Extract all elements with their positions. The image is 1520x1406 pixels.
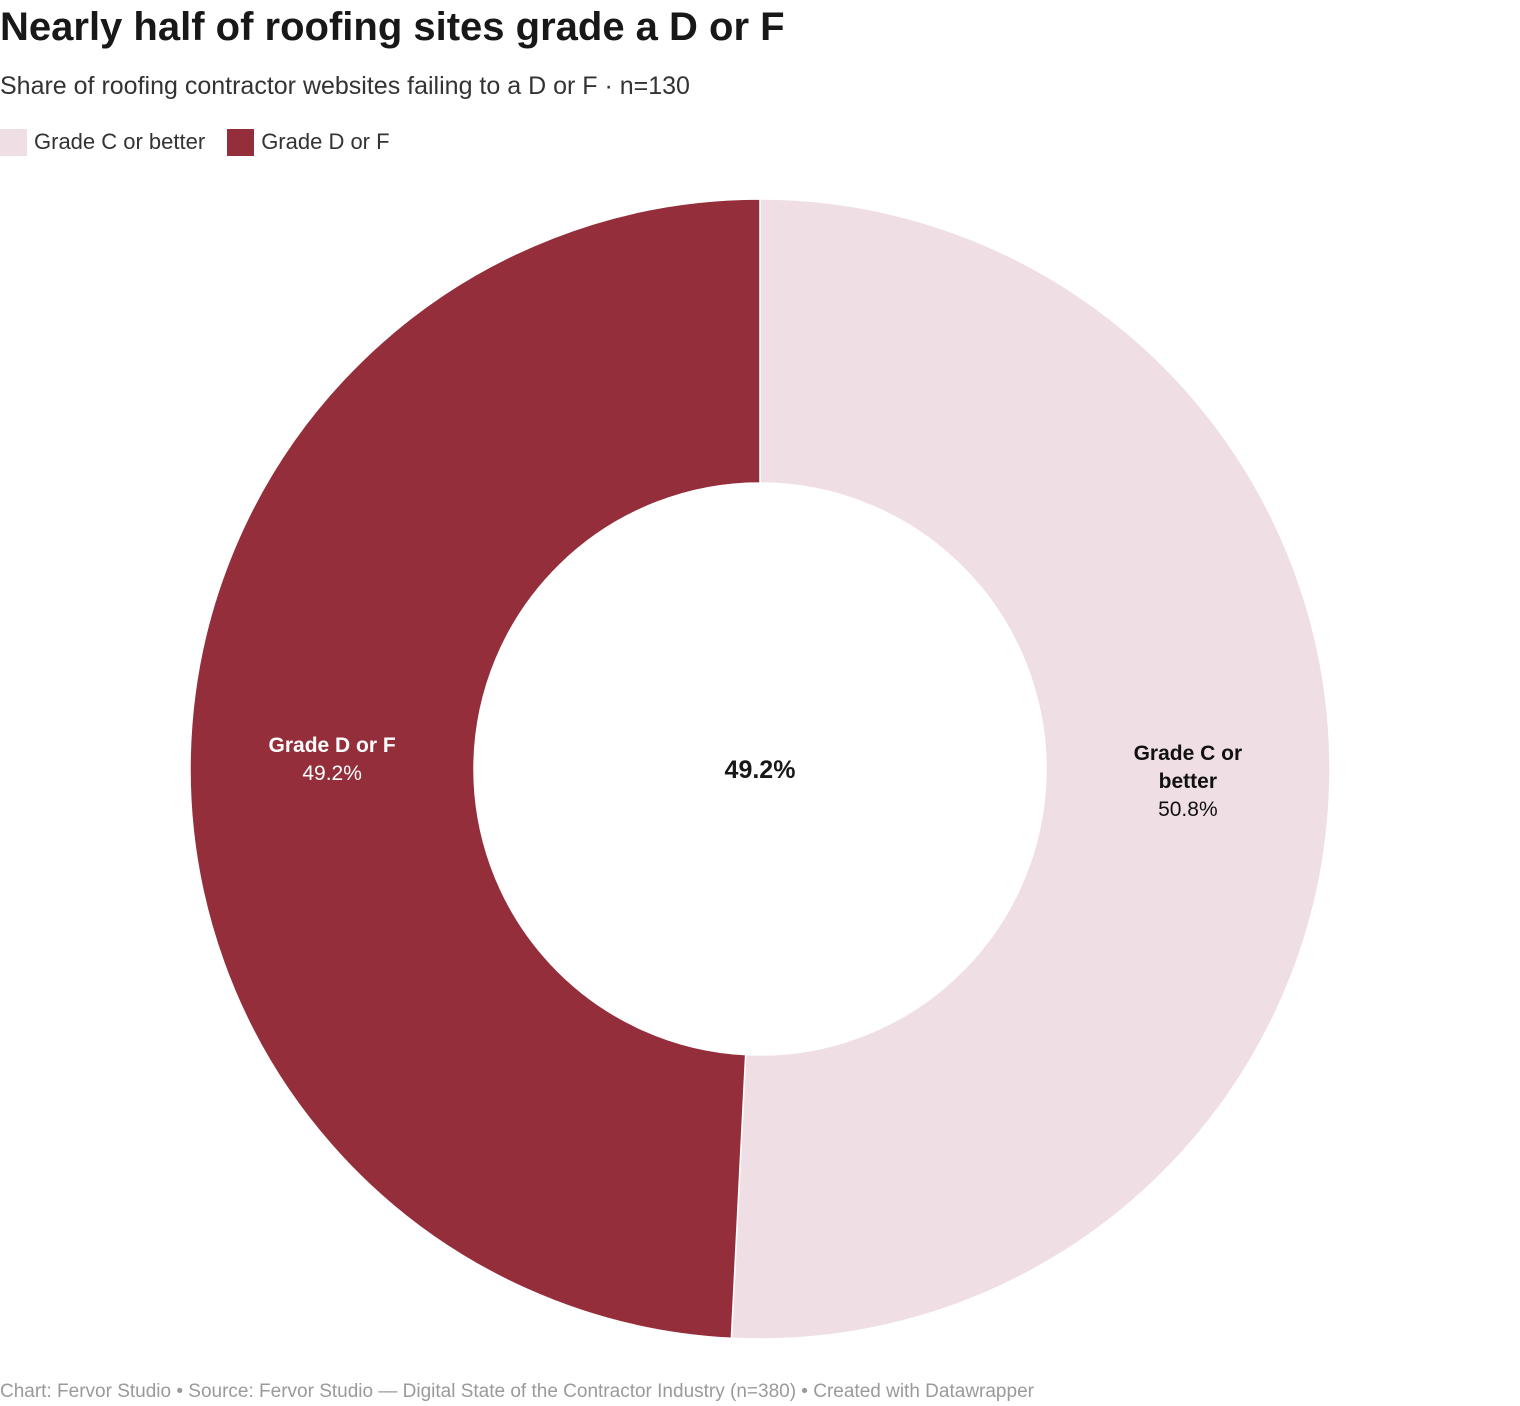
legend-item-grade-d-or-f: Grade D or F (227, 128, 390, 156)
legend-swatch-grade-d-or-f (227, 128, 255, 156)
slice-grade-c-or-better (730, 198, 1331, 1340)
legend-item-grade-c-or-better: Grade C or better (0, 128, 206, 156)
legend-swatch-grade-c-or-better (0, 128, 27, 156)
donut-center-label: 49.2% (725, 756, 796, 784)
legend-label-grade-c-or-better: Grade C or better (34, 129, 206, 154)
slice-value-label: 50.8% (1158, 798, 1218, 821)
slice-name-label: Grade D or F (269, 734, 396, 757)
chart-title: Nearly half of roofing sites grade a D o… (0, 5, 785, 49)
slice-value-label: 49.2% (302, 762, 362, 785)
slice-label-grade-c-or-better: Grade C or better 50.8% (1134, 742, 1243, 821)
chart-subtitle: Share of roofing contractor websites fai… (0, 72, 690, 100)
chart-legend: Grade C or better Grade D or F (0, 127, 412, 157)
slice-name-label: Grade C or (1134, 742, 1243, 765)
slice-label-grade-d-or-f: Grade D or F 49.2% (269, 734, 396, 785)
slice-name-label: better (1159, 770, 1217, 793)
slice-grade-d-or-f (189, 198, 761, 1340)
legend-label-grade-d-or-f: Grade D or F (261, 129, 390, 154)
chart-footer: Chart: Fervor Studio • Source: Fervor St… (0, 1381, 1034, 1402)
